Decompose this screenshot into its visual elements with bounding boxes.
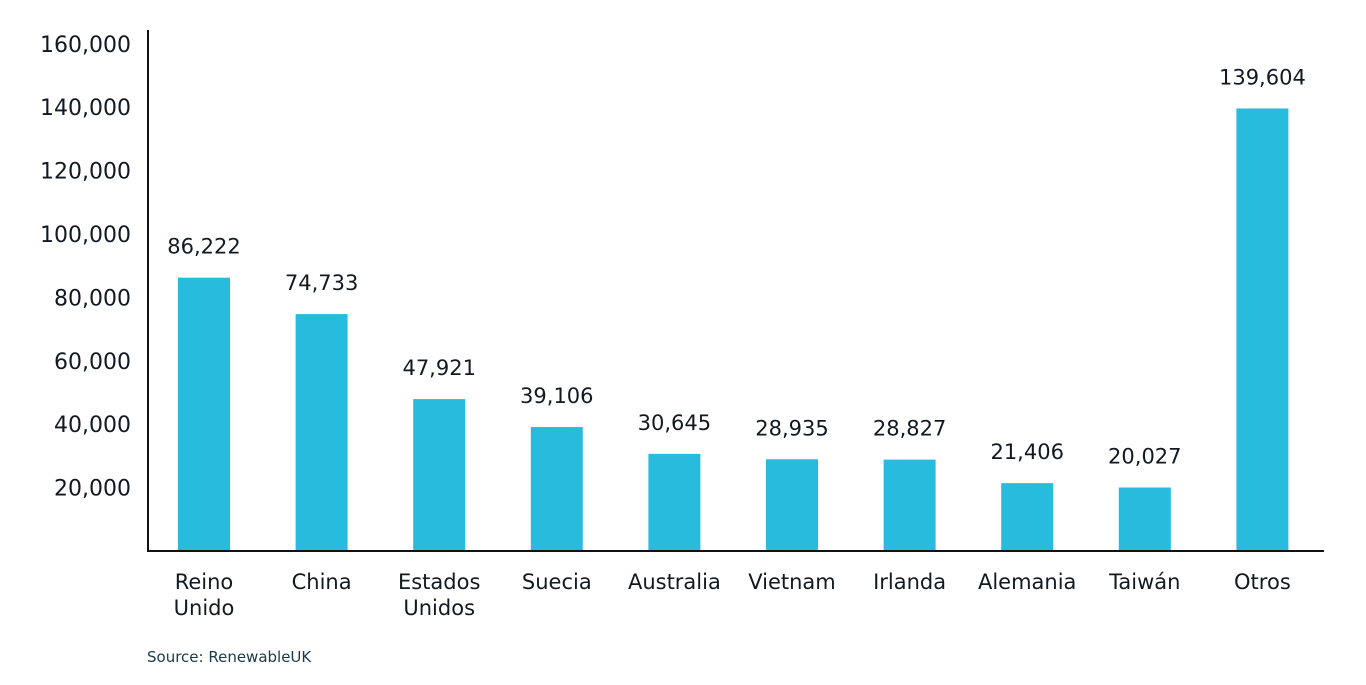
- category-label: Irlanda: [873, 570, 946, 594]
- category-label: Suecia: [522, 570, 592, 594]
- category-label: Australia: [628, 570, 721, 594]
- value-labels: 86,222 74,733 47,921 39,106 30,645 28,935 28,8…: [167, 65, 1306, 468]
- y-axis-ticks: 20,000 40,000 60,000 80,000 100,000 120,000 14…: [40, 33, 131, 502]
- bars: [178, 108, 1289, 551]
- bar: [648, 453, 701, 551]
- value-label: 74,733: [285, 271, 358, 295]
- source-note: Source: RenewableUK: [147, 648, 312, 666]
- bar: [530, 427, 583, 551]
- value-label: 28,827: [873, 417, 946, 441]
- category-label: Reino Unido: [174, 570, 235, 620]
- y-tick-label: 60,000: [54, 350, 131, 375]
- bar: [883, 459, 936, 551]
- value-label: 39,106: [520, 384, 593, 408]
- y-tick-label: 100,000: [40, 223, 131, 248]
- value-label: 86,222: [167, 235, 240, 259]
- category-label: Vietnam: [748, 570, 836, 594]
- category-label: Taiwán: [1108, 570, 1180, 594]
- bar: [1118, 487, 1171, 551]
- value-label: 21,406: [990, 440, 1063, 464]
- value-label: 28,935: [755, 416, 828, 440]
- y-tick-label: 120,000: [40, 160, 131, 185]
- category-label: China: [292, 570, 352, 594]
- value-label: 47,921: [402, 356, 475, 380]
- bar: [1236, 108, 1289, 551]
- bar: [766, 459, 818, 551]
- category-labels: Reino Unido China Estados Unidos Suecia Austra…: [174, 570, 1291, 620]
- value-label: 139,604: [1219, 65, 1306, 89]
- category-label: Alemania: [978, 570, 1076, 594]
- y-tick-label: 140,000: [40, 96, 131, 121]
- y-tick-label: 20,000: [54, 477, 131, 502]
- bar: [178, 277, 230, 551]
- value-label: 30,645: [638, 411, 711, 435]
- bar: [413, 399, 466, 551]
- category-label: Otros: [1234, 570, 1291, 594]
- y-tick-label: 160,000: [40, 33, 131, 58]
- category-label: Estados Unidos: [398, 570, 480, 620]
- value-label: 20,027: [1108, 445, 1181, 469]
- y-tick-label: 80,000: [54, 286, 131, 311]
- bar: [295, 314, 348, 551]
- y-tick-label: 40,000: [54, 413, 131, 438]
- bar: [1001, 483, 1054, 551]
